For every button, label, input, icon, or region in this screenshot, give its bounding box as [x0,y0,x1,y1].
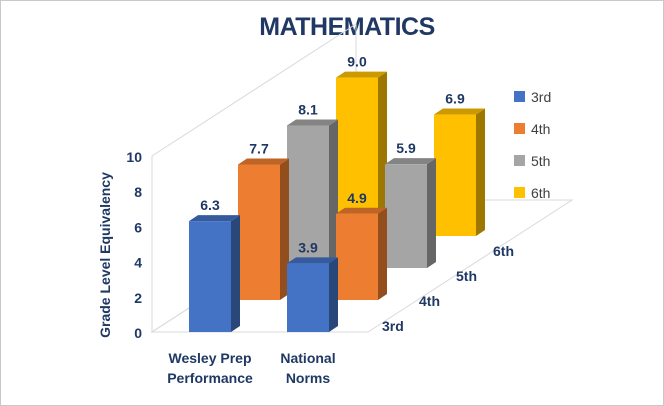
depth-label: 5th [456,268,477,284]
legend-item-5th: 5th [514,153,550,169]
bar-4th-2 [336,207,387,300]
category-label: Wesley Prep [168,350,251,366]
legend-swatch [514,155,525,166]
depth-label: 3rd [382,318,404,334]
legend: 3rd 4th 5th 6th [514,89,551,201]
bar-front [287,263,329,332]
data-label: 4.9 [347,190,367,206]
data-labels: 6.9 9.0 5.9 8.1 4.9 7.7 3.9 6.3 [200,54,465,256]
data-label: 6.9 [445,91,465,107]
bar-5th-1 [287,119,338,268]
bar-3rd-1 [189,215,240,332]
data-label: 8.1 [298,101,318,117]
bar-side [329,119,338,268]
y-tick-label: 10 [126,149,142,165]
bar-top [189,215,240,222]
bar-side [329,257,338,332]
legend-item-4th: 4th [514,121,550,137]
chart-title: MATHEMATICS [259,13,435,41]
bar-top [238,158,289,165]
bar-top [336,71,387,78]
bar-top [287,119,338,126]
category-label: National [280,350,335,366]
bar-front [336,213,378,300]
bar-5th-2 [385,158,436,268]
y-tick-label: 8 [134,184,142,200]
legend-swatch [514,187,525,198]
bar-side [427,158,436,268]
legend-swatch [514,123,525,134]
bar-front [189,221,231,332]
bar-top [336,207,387,214]
bar-4th-1 [238,158,289,300]
data-label: 7.7 [249,140,269,156]
depth-label: 6th [493,243,514,259]
category-label: Performance [167,370,253,386]
bars-group [189,71,485,332]
bar-front [238,164,280,300]
legend-swatch [514,91,525,102]
bar-front [385,164,427,268]
legend-label: 6th [531,185,550,201]
y-axis-label: Grade Level Equivalency [97,172,113,338]
bar-top [287,257,338,264]
bar-side [476,108,485,236]
legend-item-6th: 6th [514,185,550,201]
data-label: 9.0 [347,54,367,70]
legend-label: 3rd [531,89,551,105]
y-axis-ticks: 0 2 4 6 8 10 [126,149,142,341]
category-labels: Wesley Prep Performance National Norms [167,350,335,386]
bar-front [434,114,476,236]
bar-3rd-2 [287,257,338,332]
y-tick-label: 0 [134,325,142,341]
bar-front [287,125,329,268]
bar-side [231,215,240,332]
data-label: 3.9 [298,239,318,255]
bar-top [434,108,485,115]
legend-label: 5th [531,153,550,169]
category-label: Norms [286,370,331,386]
legend-item-3rd: 3rd [514,89,551,105]
depth-axis-labels: 3rd 4th 5th 6th [382,243,514,334]
bar-top [385,158,436,165]
legend-label: 4th [531,121,550,137]
data-label: 5.9 [396,140,416,156]
bar-side [378,207,387,300]
y-tick-label: 2 [134,290,142,306]
depth-label: 4th [419,293,440,309]
bar-side [280,158,289,300]
bar-side [378,71,387,236]
y-tick-label: 6 [134,219,142,235]
y-tick-label: 4 [134,255,142,271]
bar-6th-2 [434,108,485,236]
data-label: 6.3 [200,197,220,213]
